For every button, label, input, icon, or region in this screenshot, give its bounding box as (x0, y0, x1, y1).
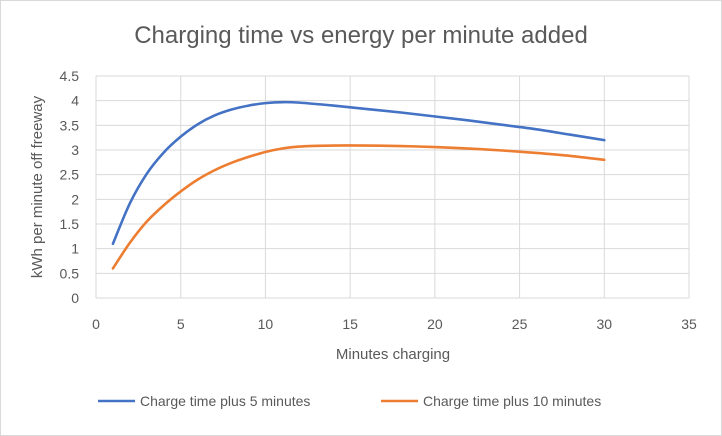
x-tick-label: 15 (342, 316, 358, 332)
legend-label-1: Charge time plus 5 minutes (140, 393, 310, 409)
series-line-1 (111, 100, 606, 246)
x-tick-label: 25 (512, 316, 528, 332)
y-tick-label: 3 (71, 142, 79, 158)
y-tick-label: 4.5 (60, 68, 80, 84)
y-tick-label: 2 (71, 191, 79, 207)
x-tick-label: 5 (177, 316, 185, 332)
x-tick-label: 30 (596, 316, 612, 332)
legend: Charge time plus 5 minutes Charge time pl… (98, 393, 601, 409)
axes: 0 5 10 15 20 25 30 35 0 0.5 1 1.5 2 2.5 3 3.5 4 4.5 (60, 68, 697, 332)
y-tick-label: 0 (71, 290, 79, 306)
y-tick-label: 2.5 (60, 167, 80, 183)
x-tick-label: 35 (681, 316, 697, 332)
y-axis-title: kWh per minute off freeway (29, 95, 46, 278)
y-tick-label: 4 (71, 93, 79, 109)
y-tick-label: 1.5 (60, 216, 80, 232)
y-tick-label: 1 (71, 241, 79, 257)
x-tick-label: 10 (258, 316, 274, 332)
y-tick-label: 0.5 (60, 265, 80, 281)
series-line-2 (111, 144, 606, 270)
x-tick-label: 0 (92, 316, 100, 332)
chart-title: Charging time vs energy per minute added (134, 22, 588, 49)
x-axis-title: Minutes charging (336, 346, 450, 363)
legend-label-2: Charge time plus 10 minutes (423, 393, 601, 409)
x-tick-label: 20 (427, 316, 443, 332)
gridlines (95, 75, 690, 299)
y-tick-label: 3.5 (60, 117, 80, 133)
series-lines (111, 100, 606, 270)
